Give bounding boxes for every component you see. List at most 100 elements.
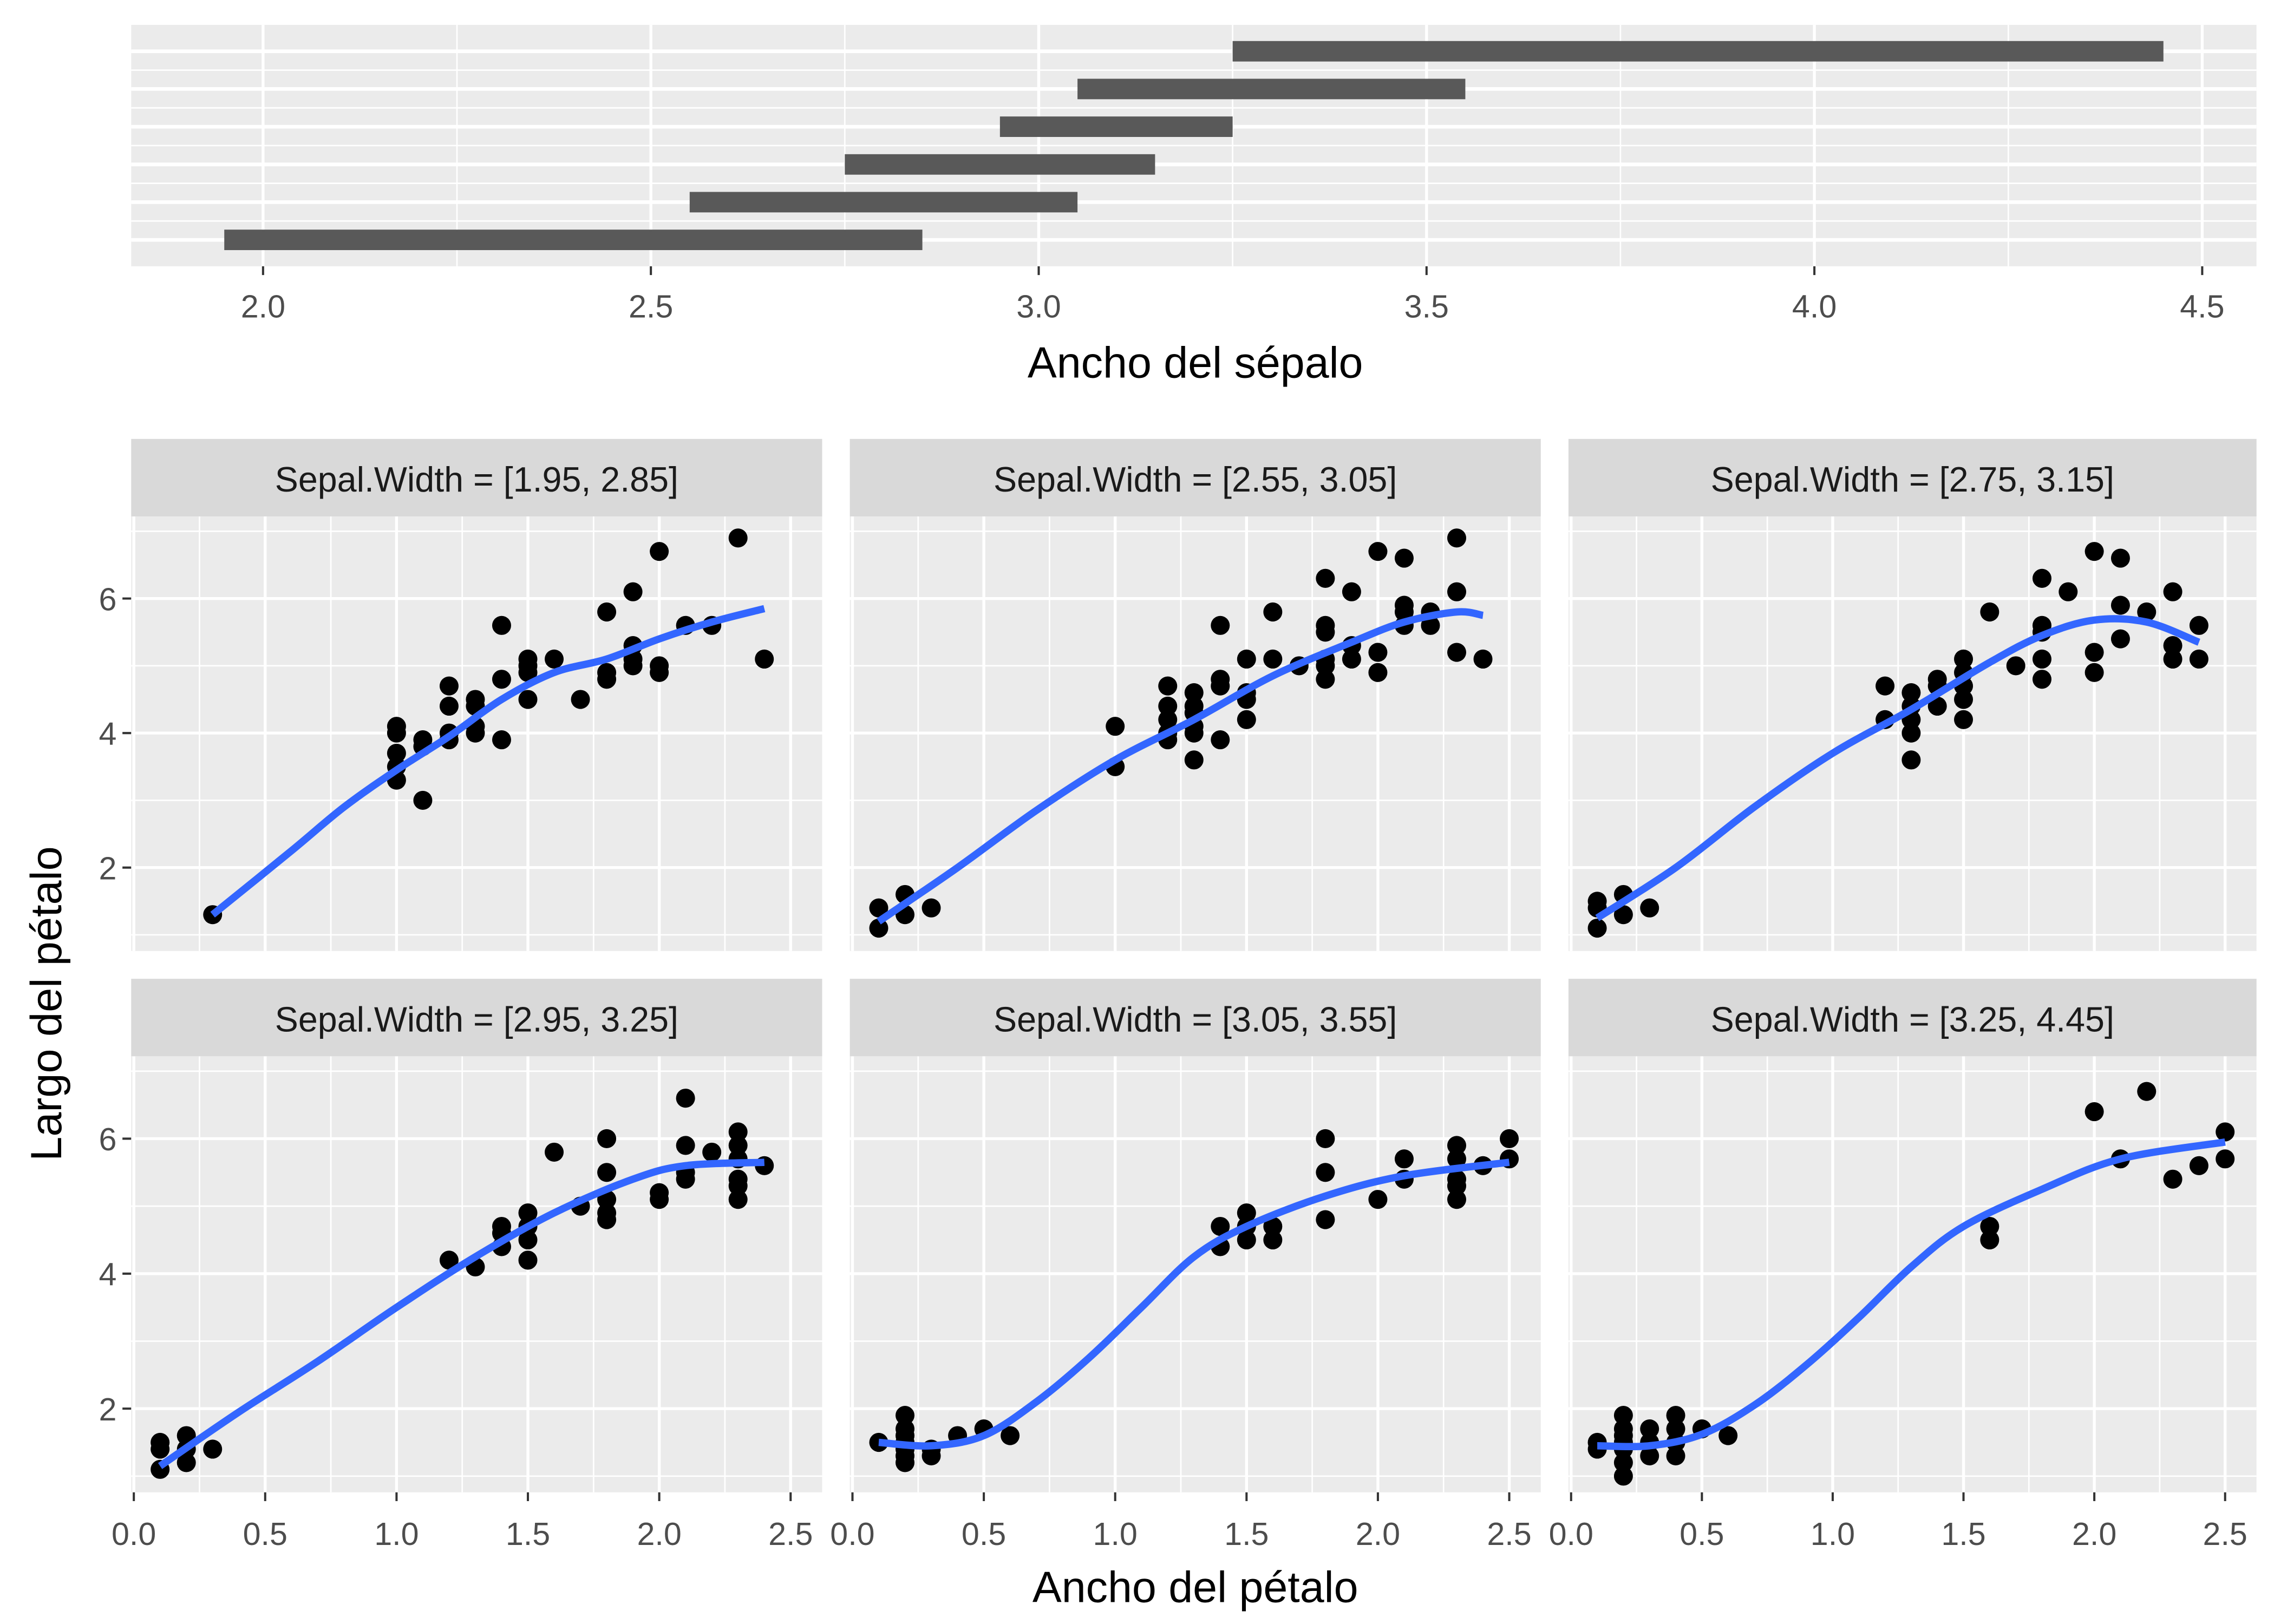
data-point bbox=[1316, 670, 1335, 689]
top-x-axis-title: Ancho del sépalo bbox=[1028, 338, 1363, 387]
data-point bbox=[1316, 615, 1335, 635]
facet-strip-label: Sepal.Width = [3.25, 4.45] bbox=[1711, 999, 2114, 1039]
x-tick-label: 2.0 bbox=[1356, 1516, 1400, 1552]
y-tick-label: 4 bbox=[99, 716, 116, 752]
data-point bbox=[1447, 1136, 1466, 1155]
x-tick-label: 2.0 bbox=[2072, 1516, 2116, 1552]
data-point bbox=[1954, 649, 1974, 669]
data-point bbox=[1237, 1203, 1256, 1223]
data-point bbox=[2216, 1149, 2235, 1169]
y-axis-title: Largo del pétalo bbox=[22, 846, 71, 1161]
x-tick-label: 0.5 bbox=[1680, 1516, 1724, 1552]
data-point bbox=[1184, 683, 1204, 703]
data-point bbox=[2084, 643, 2104, 662]
data-point bbox=[1237, 1230, 1256, 1250]
data-point bbox=[597, 1203, 617, 1223]
facet-strip-label: Sepal.Width = [2.55, 3.05] bbox=[994, 460, 1397, 499]
data-point bbox=[896, 1406, 915, 1425]
interval-bar bbox=[1077, 78, 1466, 100]
data-point bbox=[413, 730, 433, 750]
data-point bbox=[2084, 663, 2104, 682]
data-point bbox=[869, 1432, 888, 1452]
data-point bbox=[1421, 615, 1440, 635]
facet-panel: Sepal.Width = [3.05, 3.55] 0.0 0.5 1.0 1.5 2.… bbox=[830, 979, 1541, 1552]
x-tick-label: 1.5 bbox=[1224, 1516, 1269, 1552]
smooth-line bbox=[877, 608, 1484, 925]
x-tick-label: 2.5 bbox=[2203, 1516, 2247, 1552]
x-tick-label: 0.0 bbox=[112, 1516, 156, 1552]
data-point bbox=[1447, 1169, 1466, 1189]
facet-panel: Sepal.Width = [3.25, 4.45] 0.0 0.5 1.0 1.5 2.… bbox=[1549, 979, 2257, 1552]
x-tick-label: 4.5 bbox=[2180, 288, 2224, 324]
y-tick-label: 6 bbox=[99, 581, 116, 617]
data-point bbox=[597, 1163, 617, 1182]
data-point bbox=[728, 528, 748, 548]
data-point bbox=[1666, 1446, 1685, 1465]
data-point bbox=[2084, 1102, 2104, 1122]
x-tick-label: 3.5 bbox=[1404, 288, 1449, 324]
x-tick-label: 2.5 bbox=[629, 288, 673, 324]
data-point bbox=[1184, 696, 1204, 716]
y-tick-label: 2 bbox=[99, 1391, 116, 1427]
data-point bbox=[1368, 542, 1388, 561]
data-point bbox=[413, 790, 433, 810]
data-point bbox=[1394, 1149, 1414, 1169]
x-tick-label: 2.0 bbox=[637, 1516, 681, 1552]
facet-panel: Sepal.Width = [1.95, 2.85] 2 4 6 bbox=[99, 438, 822, 951]
data-point bbox=[650, 542, 669, 561]
data-point bbox=[1316, 1163, 1335, 1182]
data-point bbox=[1001, 1426, 1020, 1445]
data-point bbox=[1106, 717, 1125, 736]
data-point bbox=[1368, 643, 1388, 662]
facet-panel: Sepal.Width = [2.95, 3.25] 2 4 6 0.0 0.5 1.0 1.… bbox=[99, 979, 822, 1552]
data-point bbox=[1640, 1446, 1659, 1465]
facet-strip bbox=[1568, 438, 2257, 517]
data-point bbox=[2189, 1156, 2208, 1175]
data-point bbox=[1613, 1466, 1633, 1486]
data-point bbox=[545, 649, 564, 669]
data-point bbox=[2084, 542, 2104, 561]
facet-strip-label: Sepal.Width = [2.75, 3.15] bbox=[1711, 460, 2114, 499]
facet-strip bbox=[850, 979, 1541, 1057]
data-point bbox=[1613, 1406, 1633, 1425]
data-point bbox=[518, 1203, 538, 1223]
data-point bbox=[869, 918, 888, 938]
data-point bbox=[2032, 670, 2051, 689]
data-point bbox=[1500, 1129, 1519, 1149]
data-point bbox=[1666, 1419, 1685, 1439]
data-point bbox=[1447, 528, 1466, 548]
data-point bbox=[1587, 918, 1607, 938]
data-point bbox=[2137, 1082, 2157, 1101]
x-tick-label: 0.0 bbox=[1549, 1516, 1593, 1552]
data-point bbox=[466, 690, 485, 709]
x-tick-label: 1.0 bbox=[1811, 1516, 1855, 1552]
data-point bbox=[1613, 905, 1633, 925]
data-point bbox=[518, 1230, 538, 1250]
data-point bbox=[1211, 1216, 1230, 1236]
data-point bbox=[492, 730, 511, 750]
x-tick-label: 0.5 bbox=[243, 1516, 287, 1552]
x-tick-label: 0.0 bbox=[830, 1516, 874, 1552]
data-point bbox=[1447, 1190, 1466, 1209]
data-point bbox=[1954, 690, 1974, 709]
data-point bbox=[492, 615, 511, 635]
interval-bar bbox=[1232, 41, 2164, 62]
facet-strip bbox=[131, 438, 822, 517]
data-point bbox=[151, 1432, 170, 1452]
data-point bbox=[1211, 670, 1230, 689]
data-point bbox=[2110, 548, 2130, 568]
data-point bbox=[650, 656, 669, 676]
x-tick-label: 2.5 bbox=[1487, 1516, 1531, 1552]
facet-grid: Sepal.Width = [1.95, 2.85]246Sepal.Width… bbox=[99, 438, 2257, 1552]
data-point bbox=[1342, 649, 1361, 669]
x-tick-label: 3.0 bbox=[1016, 288, 1061, 324]
data-point bbox=[2189, 649, 2208, 669]
data-point bbox=[2110, 595, 2130, 615]
data-point bbox=[597, 1129, 617, 1149]
data-point bbox=[1901, 750, 1921, 770]
data-point bbox=[922, 898, 941, 918]
data-point bbox=[1954, 710, 1974, 729]
data-point bbox=[387, 717, 406, 736]
smooth-line bbox=[210, 605, 766, 918]
